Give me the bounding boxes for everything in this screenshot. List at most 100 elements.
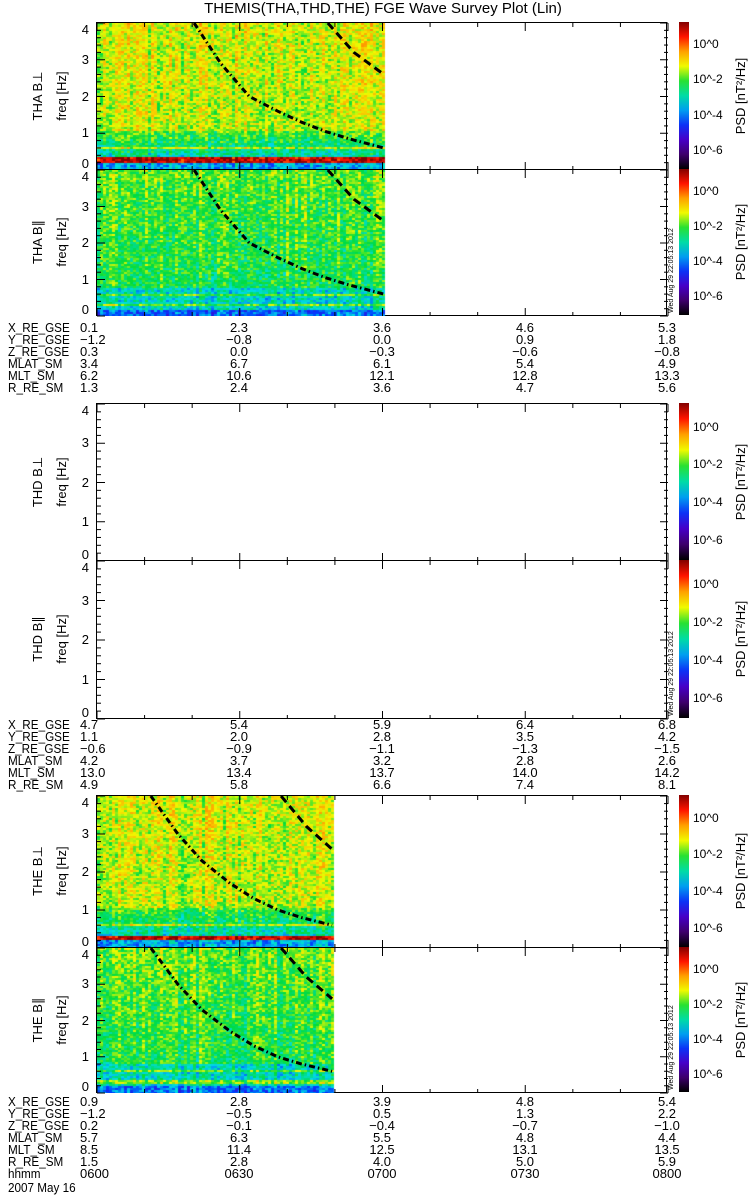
ephemeris-value: 13.0 bbox=[80, 765, 106, 780]
y-tick-label: 3 bbox=[81, 826, 89, 841]
ephemeris-value: 14.2 bbox=[654, 765, 680, 780]
ephemeris-value: 2.0 bbox=[229, 729, 249, 744]
panel-label: THE B∥ bbox=[30, 997, 45, 1042]
colorbar-tick-label: 10^-2 bbox=[693, 457, 723, 472]
ephemeris-row-label: Y_RE_GSE bbox=[8, 332, 70, 347]
colorbar-tick-label: 10^0 bbox=[693, 576, 719, 591]
colorbar-title: PSD [nT²/Hz] bbox=[733, 981, 748, 1058]
y-tick-label: 2 bbox=[81, 235, 89, 250]
ephemeris-value: 4.8 bbox=[515, 1130, 535, 1145]
colorbar-tick-label: 10^-6 bbox=[693, 143, 723, 158]
ephemeris-value: 3.4 bbox=[80, 356, 99, 371]
ephemeris-value: 6.2 bbox=[80, 368, 99, 383]
plot-title: THEMIS(THA,THD,THE) FGE Wave Survey Plot… bbox=[204, 0, 562, 17]
ephemeris-value: 4.6 bbox=[515, 320, 535, 335]
freq-axis-label: freq [Hz] bbox=[54, 456, 69, 507]
ephemeris-value: 5.4 bbox=[515, 356, 535, 371]
ephemeris-value: 0.0 bbox=[372, 332, 392, 347]
colorbar-tick-label: 10^0 bbox=[693, 961, 719, 976]
ephemeris-value: 4.7 bbox=[80, 717, 99, 732]
dashed-frequency-curve bbox=[326, 169, 385, 223]
panel-overlay bbox=[96, 22, 669, 171]
spectrogram-panel-3: 0 1 2 3 4 bbox=[82, 403, 669, 562]
ephemeris-value: 8.5 bbox=[80, 1142, 99, 1157]
ephemeris-value: 1.3 bbox=[515, 1106, 535, 1121]
ephemeris-value: −1.2 bbox=[80, 1106, 106, 1121]
panel-label: THA B⊥ bbox=[30, 71, 45, 120]
ephemeris-value: 5.6 bbox=[657, 380, 677, 395]
y-tick-label: 1 bbox=[81, 671, 89, 687]
ephemeris-row-label: Z_RE_GSE bbox=[8, 741, 70, 756]
ephemeris-value: −0.8 bbox=[226, 332, 252, 347]
panel-label: THA B∥ bbox=[30, 219, 45, 265]
ephemeris-value: 0730 bbox=[510, 1166, 540, 1181]
dash-dot-frequency-curve bbox=[192, 22, 385, 150]
y-tick-label: 3 bbox=[81, 976, 89, 992]
ephemeris-row-label: R_RE_SM bbox=[8, 380, 64, 395]
ephemeris-row-label: Y_RE_GSE bbox=[8, 729, 70, 744]
ephemeris-value: 4.9 bbox=[657, 356, 677, 371]
ephemeris-row-label: X_RE_GSE bbox=[8, 1094, 70, 1109]
freq-axis-label: freq [Hz] bbox=[54, 614, 69, 664]
colorbar-tick-label: 10^-2 bbox=[693, 614, 723, 629]
panel-label: THE B⊥ bbox=[30, 846, 45, 896]
ephemeris-value: 6.3 bbox=[229, 1130, 249, 1145]
ephemeris-row-label: MLT_SM bbox=[8, 1142, 55, 1157]
date-label: 2007 May 16 bbox=[8, 1180, 76, 1195]
y-tick-label: 3 bbox=[81, 435, 89, 451]
colorbar-tick-label: 10^0 bbox=[693, 37, 719, 52]
spectrogram-panel-1: 0 1 2 3 4 bbox=[82, 22, 669, 171]
ephemeris-value: 13.5 bbox=[654, 1142, 680, 1157]
ephemeris-value: 0630 bbox=[224, 1166, 254, 1181]
ephemeris-value: 2.2 bbox=[657, 1106, 677, 1121]
colorbar-tick-label: 10^-2 bbox=[693, 72, 723, 87]
ephemeris-value: 4.2 bbox=[657, 729, 677, 744]
y-tick-label: 1 bbox=[81, 902, 89, 917]
y-tick-label: 2 bbox=[81, 864, 89, 879]
ephemeris-value: 3.9 bbox=[372, 1094, 392, 1109]
ephemeris-value: −0.7 bbox=[512, 1118, 538, 1133]
ephemeris-value: 0.9 bbox=[515, 332, 535, 347]
colorbar bbox=[679, 169, 689, 315]
spectrogram-panel-4: 0 1 2 3 4 bbox=[82, 560, 669, 720]
y-tick-label: 3 bbox=[81, 592, 89, 608]
ephemeris-value: −1.3 bbox=[512, 741, 538, 756]
panel-overlay bbox=[96, 560, 669, 720]
ephemeris-value: 4.7 bbox=[515, 380, 535, 395]
colorbar-tick-label: 10^-2 bbox=[693, 219, 723, 234]
ephemeris-value: 3.2 bbox=[372, 753, 392, 768]
ephemeris-value: 2.3 bbox=[229, 320, 249, 335]
ephemeris-value: −1.0 bbox=[654, 1118, 680, 1133]
ephemeris-value: 4.9 bbox=[80, 777, 99, 792]
ephemeris-value: −0.4 bbox=[369, 1118, 395, 1133]
ephemeris-value: 5.9 bbox=[372, 717, 392, 732]
ephemeris-value: −0.5 bbox=[226, 1106, 252, 1121]
ephemeris-value: 2.4 bbox=[229, 380, 249, 395]
ephemeris-value: 12.1 bbox=[369, 368, 395, 383]
colorbar-tick-label: 10^-4 bbox=[693, 1031, 723, 1046]
y-tick-label: 4 bbox=[81, 795, 89, 810]
colorbar-title: PSD [nT²/Hz] bbox=[733, 57, 748, 134]
y-tick-label: 1 bbox=[81, 125, 89, 141]
spectrogram-panel-2: 0 1 2 3 4 bbox=[82, 169, 669, 317]
y-tick-label: 2 bbox=[81, 1012, 89, 1028]
dash-dot-frequency-curve bbox=[149, 795, 333, 927]
y-tick-label: 1 bbox=[81, 1048, 89, 1064]
panel-overlay bbox=[96, 169, 669, 317]
ephemeris-row-label: R_RE_SM bbox=[8, 777, 64, 792]
ephemeris-row-label: MLAT_SM bbox=[8, 1130, 63, 1145]
ephemeris-value: 13.1 bbox=[512, 1142, 538, 1157]
ephemeris-value: 0.2 bbox=[80, 1118, 99, 1133]
freq-axis-label: freq [Hz] bbox=[54, 70, 69, 121]
colorbar-title: PSD [nT²/Hz] bbox=[733, 600, 748, 678]
ephemeris-value: 8.1 bbox=[657, 777, 677, 792]
ephemeris-value: −0.3 bbox=[369, 344, 395, 359]
colorbar bbox=[679, 22, 689, 169]
ephemeris-value: −0.6 bbox=[512, 344, 538, 359]
ephemeris-value: 10.6 bbox=[226, 368, 252, 383]
colorbar-title: PSD [nT²/Hz] bbox=[733, 832, 748, 910]
y-tick-label: 3 bbox=[81, 51, 89, 67]
ephemeris-row-label: MLAT_SM bbox=[8, 356, 63, 371]
ephemeris-value: 11.4 bbox=[226, 1142, 252, 1157]
ephemeris-value: 1.5 bbox=[80, 1154, 99, 1169]
